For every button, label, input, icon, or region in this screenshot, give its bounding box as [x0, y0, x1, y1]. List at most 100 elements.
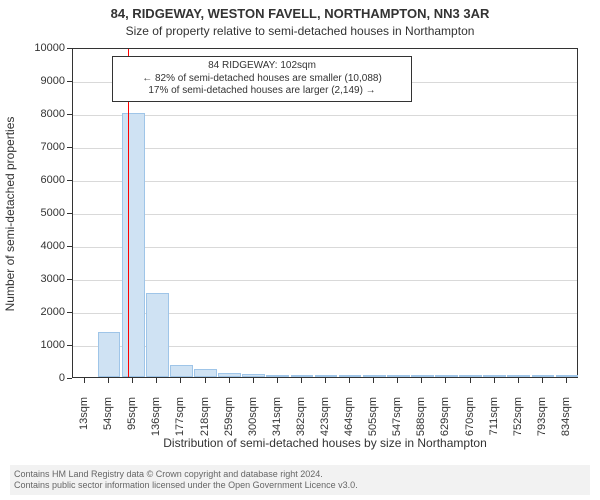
x-tick-mark — [325, 378, 326, 383]
histogram-bar — [483, 375, 506, 377]
x-tick-label: 177sqm — [174, 397, 186, 457]
y-tick-mark — [67, 147, 72, 148]
x-tick-mark — [349, 378, 350, 383]
x-tick-label: 793sqm — [536, 397, 548, 457]
x-tick-mark — [301, 378, 302, 383]
histogram-bar — [122, 113, 145, 377]
x-tick-label: 505sqm — [367, 397, 379, 457]
y-tick-mark — [67, 312, 72, 313]
histogram-bar — [411, 375, 434, 377]
y-tick-mark — [67, 345, 72, 346]
histogram-bar — [459, 375, 482, 377]
y-tick-mark — [67, 279, 72, 280]
y-tick-label: 7000 — [41, 141, 65, 153]
y-tick-mark — [67, 378, 72, 379]
x-tick-mark — [205, 378, 206, 383]
x-tick-mark — [445, 378, 446, 383]
histogram-bar — [218, 373, 241, 377]
y-tick-label: 5000 — [41, 207, 65, 219]
histogram-bar — [532, 375, 555, 377]
annotation-line-3: 17% of semi-detached houses are larger (… — [113, 85, 411, 98]
histogram-bar — [507, 375, 530, 377]
y-tick-mark — [67, 114, 72, 115]
x-tick-label: 670sqm — [464, 397, 476, 457]
annotation-line-1: 84 RIDGEWAY: 102sqm — [113, 60, 411, 73]
histogram-bar — [315, 375, 338, 377]
y-tick-mark — [67, 213, 72, 214]
annotation-line-2: ← 82% of semi-detached houses are smalle… — [113, 73, 411, 86]
histogram-bar — [194, 369, 217, 377]
x-tick-mark — [277, 378, 278, 383]
histogram-bar — [98, 332, 121, 377]
gridline — [73, 247, 577, 248]
x-tick-mark — [518, 378, 519, 383]
histogram-bar — [170, 365, 193, 377]
x-tick-mark — [108, 378, 109, 383]
footer-line-2: Contains public sector information licen… — [14, 480, 586, 491]
x-tick-label: 711sqm — [488, 397, 500, 457]
footer-line-1: Contains HM Land Registry data © Crown c… — [14, 469, 586, 480]
x-tick-label: 834sqm — [560, 397, 572, 457]
histogram-bar — [387, 375, 410, 377]
annotation-box: 84 RIDGEWAY: 102sqm← 82% of semi-detache… — [112, 56, 412, 102]
gridline — [73, 181, 577, 182]
x-tick-mark — [373, 378, 374, 383]
y-tick-label: 2000 — [41, 306, 65, 318]
y-axis-label: Number of semi-detached properties — [3, 49, 17, 379]
x-tick-mark — [566, 378, 567, 383]
x-tick-mark — [180, 378, 181, 383]
x-tick-label: 218sqm — [199, 397, 211, 457]
chart-subtitle: Size of property relative to semi-detach… — [0, 24, 600, 38]
histogram-bar — [266, 375, 289, 377]
x-tick-label: 13sqm — [78, 397, 90, 457]
y-tick-label: 9000 — [41, 75, 65, 87]
x-tick-mark — [132, 378, 133, 383]
x-tick-label: 259sqm — [223, 397, 235, 457]
gridline — [73, 280, 577, 281]
y-tick-label: 4000 — [41, 240, 65, 252]
histogram-bar — [242, 374, 265, 377]
chart-title: 84, RIDGEWAY, WESTON FAVELL, NORTHAMPTON… — [0, 6, 600, 21]
x-tick-label: 752sqm — [512, 397, 524, 457]
histogram-bar — [435, 375, 458, 377]
y-tick-label: 3000 — [41, 273, 65, 285]
x-tick-label: 136sqm — [150, 397, 162, 457]
y-tick-label: 10000 — [34, 42, 65, 54]
histogram-bar — [339, 375, 362, 377]
y-tick-mark — [67, 81, 72, 82]
x-tick-label: 341sqm — [271, 397, 283, 457]
y-tick-label: 6000 — [41, 174, 65, 186]
gridline — [73, 115, 577, 116]
x-tick-mark — [542, 378, 543, 383]
x-tick-label: 629sqm — [439, 397, 451, 457]
x-tick-label: 464sqm — [343, 397, 355, 457]
x-tick-mark — [229, 378, 230, 383]
y-tick-label: 0 — [59, 372, 65, 384]
x-tick-label: 547sqm — [391, 397, 403, 457]
x-tick-mark — [156, 378, 157, 383]
x-tick-mark — [397, 378, 398, 383]
figure: 84, RIDGEWAY, WESTON FAVELL, NORTHAMPTON… — [0, 0, 600, 500]
y-tick-mark — [67, 48, 72, 49]
x-tick-label: 588sqm — [415, 397, 427, 457]
histogram-bar — [556, 375, 579, 377]
x-tick-mark — [494, 378, 495, 383]
y-tick-label: 1000 — [41, 339, 65, 351]
x-tick-mark — [253, 378, 254, 383]
x-tick-mark — [421, 378, 422, 383]
footer-attribution: Contains HM Land Registry data © Crown c… — [10, 465, 590, 495]
x-tick-label: 54sqm — [102, 397, 114, 457]
gridline — [73, 214, 577, 215]
histogram-bar — [363, 375, 386, 377]
y-tick-mark — [67, 180, 72, 181]
y-tick-mark — [67, 246, 72, 247]
gridline — [73, 148, 577, 149]
x-tick-label: 423sqm — [319, 397, 331, 457]
y-tick-label: 8000 — [41, 108, 65, 120]
histogram-bar — [291, 375, 314, 377]
histogram-bar — [146, 293, 169, 377]
x-tick-mark — [470, 378, 471, 383]
x-tick-label: 382sqm — [295, 397, 307, 457]
x-tick-label: 300sqm — [247, 397, 259, 457]
x-tick-label: 95sqm — [126, 397, 138, 457]
